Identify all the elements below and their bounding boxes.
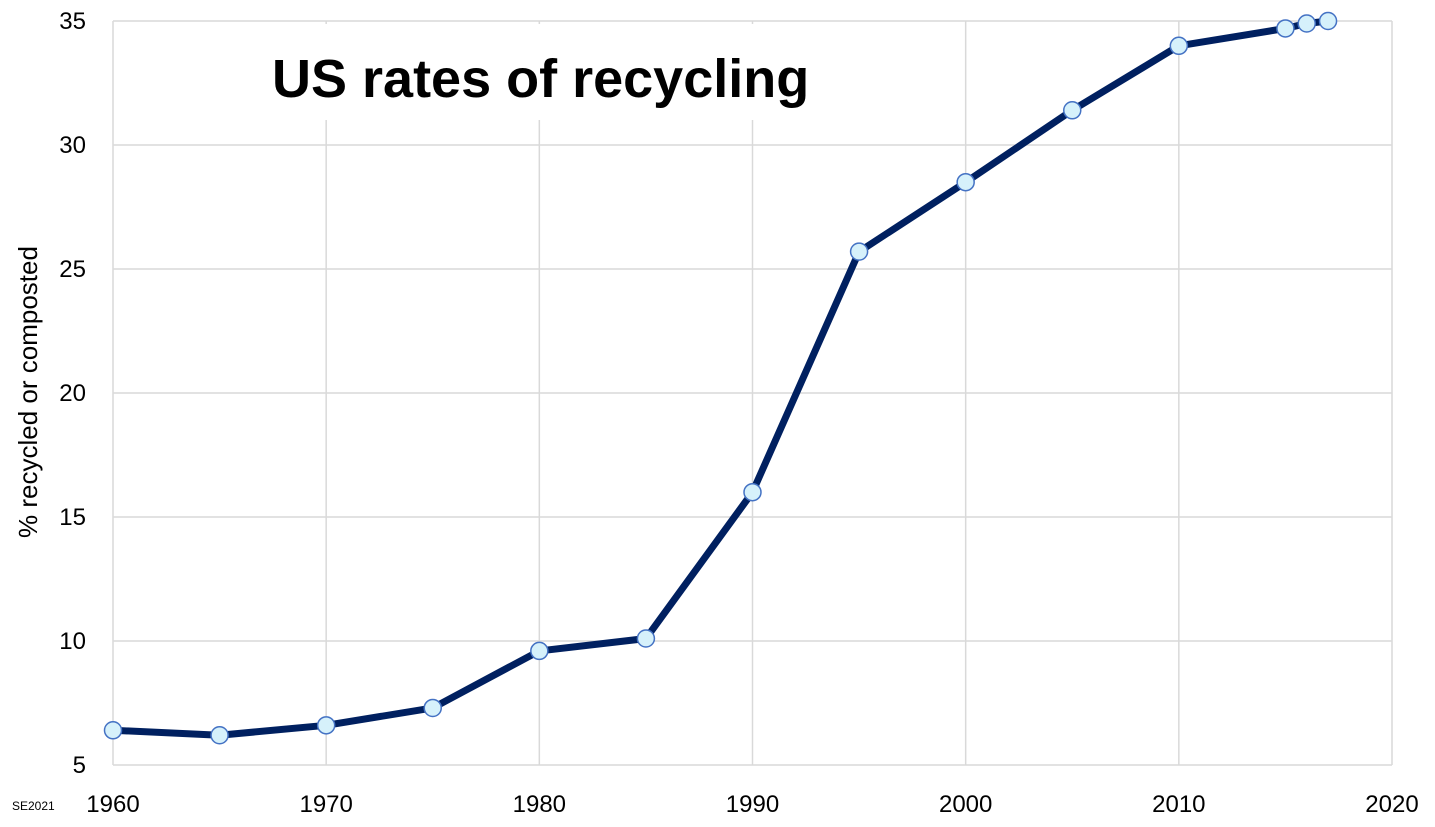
y-tick-label: 25 <box>59 256 86 283</box>
data-point-1990 <box>743 482 762 502</box>
x-tick-label: 1960 <box>86 791 139 818</box>
y-tick-label: 30 <box>59 132 86 159</box>
data-point-1975 <box>423 698 442 718</box>
data-point-2016 <box>1297 14 1316 33</box>
x-tick-label: 1980 <box>513 791 566 818</box>
data-point-1985 <box>636 629 656 648</box>
x-tick-label: 2010 <box>1152 791 1205 818</box>
y-tick-label: 20 <box>59 380 86 407</box>
gridlines <box>112 20 1393 766</box>
data-point-2005 <box>1063 101 1082 120</box>
y-tick-label: 10 <box>59 628 86 655</box>
y-tick-label: 15 <box>59 504 86 531</box>
y-tick-label: 5 <box>73 752 86 779</box>
series-recycling-rate <box>103 11 1338 745</box>
y-axis-ticks: 5 10 15 20 25 30 35 <box>59 8 86 779</box>
data-point-1970 <box>316 716 336 735</box>
x-axis-ticks: 1960 1970 1980 1990 2000 2010 2020 <box>86 791 1418 818</box>
data-point-2017 <box>1318 11 1338 31</box>
series-line <box>112 17 1329 739</box>
x-tick-label: 1970 <box>299 791 352 818</box>
chart-title: US rates of recycling <box>272 49 809 109</box>
data-point-2010 <box>1169 36 1189 56</box>
x-tick-label: 2000 <box>939 791 992 818</box>
data-point-1965 <box>210 725 229 745</box>
data-point-2015 <box>1276 19 1295 38</box>
x-tick-label: 1990 <box>726 791 779 818</box>
y-tick-label: 35 <box>59 8 86 35</box>
data-point-1995 <box>849 242 869 261</box>
title-background <box>255 24 825 120</box>
data-point-1980 <box>530 641 549 661</box>
credit-annotation: SE2021 <box>12 799 55 813</box>
x-tick-label: 2020 <box>1365 791 1418 818</box>
data-point-1960 <box>103 721 123 740</box>
data-point-2000 <box>956 172 975 192</box>
y-axis-label: % recycled or composted <box>13 246 43 538</box>
